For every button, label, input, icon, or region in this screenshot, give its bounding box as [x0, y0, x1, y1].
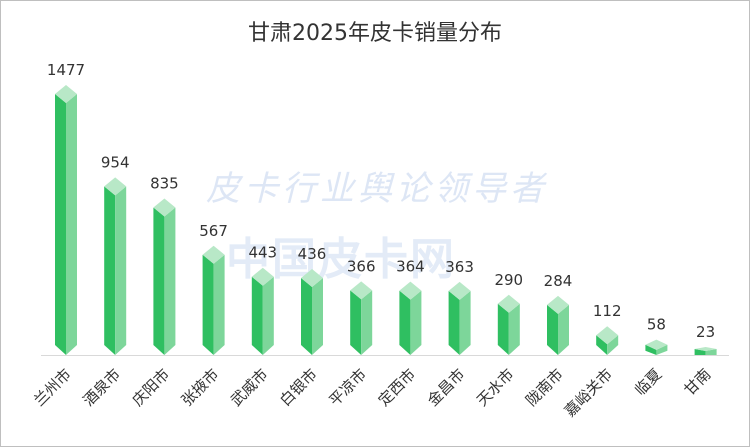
bar-top — [55, 85, 77, 103]
bar-front — [104, 186, 116, 355]
bar-side — [607, 335, 619, 355]
bar-front — [694, 349, 706, 355]
data-label: 364 — [396, 258, 425, 276]
bar-top — [202, 245, 225, 264]
bar-top — [596, 326, 619, 345]
bar-front — [55, 94, 66, 355]
bar-front — [350, 290, 362, 355]
bar-side — [66, 94, 77, 355]
x-tick-label: 兰州市 — [30, 365, 75, 410]
bar-top — [497, 294, 520, 313]
data-label: 436 — [298, 245, 327, 263]
chart-title: 甘肃2025年皮卡销量分布 — [248, 21, 502, 46]
bar-side — [213, 254, 225, 355]
data-label: 284 — [544, 272, 573, 290]
bar-top — [104, 177, 127, 196]
watermark-slogan: 皮卡行业舆论领导者 — [206, 169, 548, 209]
bar-top — [350, 281, 373, 300]
bar-side — [508, 303, 520, 355]
bar-side — [262, 276, 274, 355]
x-tick-label: 金昌市 — [424, 365, 469, 410]
data-label: 1477 — [47, 61, 85, 79]
x-tick-label: 陇南市 — [522, 365, 567, 410]
data-label: 835 — [150, 174, 179, 192]
x-tick-label: 平凉市 — [325, 365, 370, 410]
bar-front — [153, 207, 165, 355]
data-label: 443 — [248, 244, 277, 262]
data-label: 366 — [347, 257, 376, 275]
bar-front — [645, 344, 657, 355]
bar-side — [410, 290, 422, 355]
bar-front — [448, 290, 460, 355]
bar-top — [547, 295, 569, 314]
data-label: 23 — [696, 323, 715, 341]
bar-top — [694, 346, 717, 352]
x-tick-label: 庆阳市 — [129, 365, 174, 410]
data-label: 58 — [647, 316, 666, 334]
x-tick-label: 嘉峪关市 — [561, 365, 616, 420]
bar-side — [361, 290, 373, 355]
bar-side — [312, 277, 323, 355]
x-tick-label: 定西市 — [375, 365, 420, 410]
bar-front — [547, 304, 558, 355]
data-label: 954 — [101, 153, 130, 171]
x-tick-label: 武威市 — [227, 365, 272, 410]
bar-top — [399, 281, 422, 300]
bar-front — [596, 335, 608, 355]
data-label: 112 — [593, 302, 622, 320]
bar-top — [301, 268, 323, 287]
x-tick-label: 白银市 — [276, 365, 321, 410]
bar-side — [115, 186, 127, 355]
bar-top — [448, 281, 471, 300]
x-tick-label: 酒泉市 — [79, 365, 124, 410]
bar-top — [153, 198, 176, 217]
bar-side — [558, 304, 569, 355]
bar-side — [164, 207, 176, 355]
bar-front — [202, 254, 214, 355]
x-tick-label: 临夏 — [631, 365, 665, 399]
bar-top — [645, 339, 668, 350]
bar-side — [705, 349, 717, 355]
x-tick-label: 甘南 — [680, 365, 714, 399]
x-tick-label: 天水市 — [473, 365, 518, 410]
bar-front — [251, 276, 263, 355]
bar-front — [497, 303, 509, 355]
data-label: 363 — [445, 258, 474, 276]
data-label: 290 — [494, 271, 523, 289]
bar-side — [656, 344, 668, 355]
bar-front — [399, 290, 411, 355]
data-label: 567 — [199, 222, 228, 240]
x-tick-label: 张掖市 — [178, 365, 223, 410]
bar-front — [301, 277, 312, 355]
bar-top — [251, 267, 274, 286]
bar-side — [459, 290, 471, 355]
